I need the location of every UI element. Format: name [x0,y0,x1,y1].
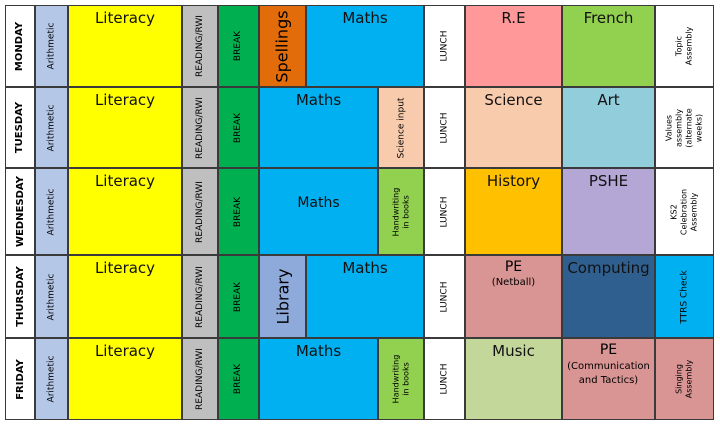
computing-cell: Computing [562,255,655,338]
arithmetic-cell: Arithmetic [35,255,68,338]
day-label-tuesday: TUESDAY [5,87,35,168]
literacy-cell: Literacy [68,338,182,420]
assembly-cell: Singing Assembly [655,338,714,420]
arithmetic-cell: Arithmetic [35,168,68,255]
lunch-cell: LUNCH [424,5,465,87]
break-cell: BREAK [218,255,259,338]
pe-cell: PE (Communication and Tactics) [562,338,655,420]
lunch-cell: LUNCH [424,255,465,338]
science-input-cell: Science input [378,87,424,168]
handwriting-cell: Handwriting in books [378,338,424,420]
history-cell: History [465,168,562,255]
spellings-cell: Spellings [259,5,306,87]
reading-cell: READING/RWI [182,87,218,168]
re-cell: R.E [465,5,562,87]
lunch-cell: LUNCH [424,338,465,420]
literacy-cell: Literacy [68,255,182,338]
assembly-cell: KS2 Celebration Assembly [655,168,714,255]
science-cell: Science [465,87,562,168]
handwriting-cell: Handwriting in books [378,168,424,255]
french-cell: French [562,5,655,87]
break-cell: BREAK [218,87,259,168]
maths-cell: Maths [259,168,378,255]
reading-cell: READING/RWI [182,5,218,87]
pshe-cell: PSHE [562,168,655,255]
library-cell: Library [259,255,306,338]
arithmetic-cell: Arithmetic [35,5,68,87]
maths-cell: Maths [259,338,378,420]
day-label-friday: FRIDAY [5,338,35,420]
ttrs-cell: TTRS Check [655,255,714,338]
arithmetic-cell: Arithmetic [35,338,68,420]
reading-cell: READING/RWI [182,255,218,338]
break-cell: BREAK [218,338,259,420]
day-label-monday: MONDAY [5,5,35,87]
literacy-cell: Literacy [68,87,182,168]
reading-cell: READING/RWI [182,338,218,420]
literacy-cell: Literacy [68,5,182,87]
assembly-cell: Topic Assembly [655,5,714,87]
music-cell: Music [465,338,562,420]
break-cell: BREAK [218,5,259,87]
reading-cell: READING/RWI [182,168,218,255]
maths-cell: Maths [259,87,378,168]
assembly-cell: Values assembly (alternate weeks) [655,87,714,168]
pe-cell: PE (Netball) [465,255,562,338]
art-cell: Art [562,87,655,168]
day-label-thursday: THURSDAY [5,255,35,338]
lunch-cell: LUNCH [424,87,465,168]
break-cell: BREAK [218,168,259,255]
maths-cell: Maths [306,5,424,87]
literacy-cell: Literacy [68,168,182,255]
maths-cell: Maths [306,255,424,338]
lunch-cell: LUNCH [424,168,465,255]
arithmetic-cell: Arithmetic [35,87,68,168]
day-label-wednesday: WEDNESDAY [5,168,35,255]
